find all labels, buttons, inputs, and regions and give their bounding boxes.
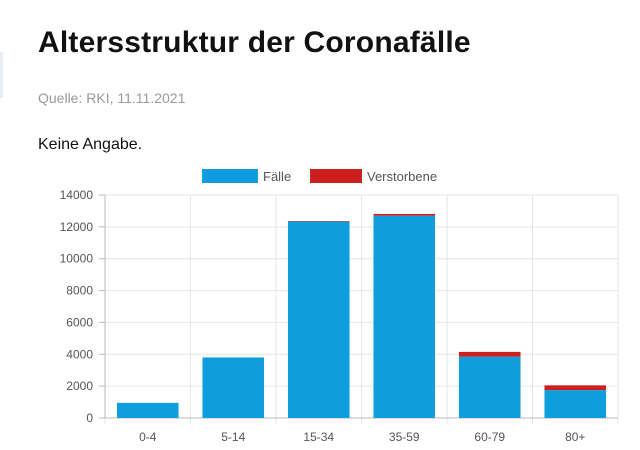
- y-tick-label: 14000: [60, 188, 94, 202]
- bar-verstorbene-15-34: [287, 221, 350, 222]
- y-tick-label: 0: [86, 411, 93, 425]
- side-accent-bar: [0, 52, 3, 98]
- source-note: Quelle: RKI, 11.11.2021: [38, 90, 186, 106]
- bar-faelle-0-4: [116, 402, 179, 418]
- bar-faelle-60-79: [458, 356, 521, 418]
- legend: Fälle Verstorbene: [202, 169, 437, 184]
- legend-label-1: Verstorbene: [367, 169, 437, 184]
- y-tick-label: 6000: [66, 315, 93, 329]
- chart-title: Altersstruktur der Coronafälle: [38, 26, 471, 59]
- y-tick-label: 4000: [66, 347, 93, 361]
- x-tick-label: 0-4: [139, 430, 157, 444]
- y-tick-label: 10000: [60, 252, 94, 266]
- x-tick-label: 5-14: [221, 430, 245, 444]
- x-tick-label: 60-79: [474, 430, 505, 444]
- bar-faelle-35-59: [373, 215, 436, 418]
- bar-faelle-5-14: [202, 357, 265, 418]
- grid-lines: [104, 194, 619, 424]
- x-tick-label: 15-34: [303, 430, 334, 444]
- legend-label-0: Fälle: [263, 169, 291, 184]
- bar-faelle-15-34: [287, 221, 350, 418]
- legend-swatch-1: [310, 169, 362, 183]
- bar-faelle-80+: [544, 390, 607, 418]
- bar-chart: Fälle Verstorbene 0 2000 4000 6000 8000 10000 1…: [60, 169, 619, 444]
- y-tick-label: 12000: [60, 220, 94, 234]
- bars: [116, 213, 607, 418]
- y-axis: 0 2000 4000 6000 8000 10000 12000 14000: [60, 188, 618, 425]
- y-tick-label: 8000: [66, 284, 93, 298]
- legend-swatch-0: [202, 169, 258, 183]
- x-axis: 0-4 5-14 15-34 35-59 60-79 80+: [139, 430, 585, 444]
- bar-verstorbene-60-79: [458, 351, 521, 357]
- x-tick-label: 35-59: [389, 430, 420, 444]
- bar-verstorbene-35-59: [373, 213, 436, 216]
- y-tick-label: 2000: [66, 379, 93, 393]
- bar-verstorbene-80+: [544, 385, 607, 391]
- chart-subtitle: Keine Angabe.: [38, 136, 143, 153]
- x-tick-label: 80+: [565, 430, 585, 444]
